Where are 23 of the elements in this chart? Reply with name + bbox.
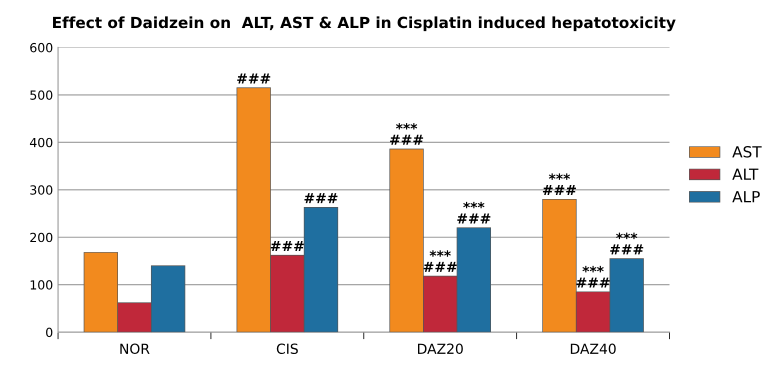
y-tick-label: 300 xyxy=(30,185,52,195)
data-label: ### xyxy=(304,193,338,204)
y-tick-label: 500 xyxy=(30,90,52,100)
data-label: *** ### xyxy=(390,123,424,145)
legend-label: ALP xyxy=(732,191,760,202)
data-label: ### xyxy=(237,74,270,84)
x-tick-label: DAZ20 xyxy=(418,344,463,354)
data-label: *** ### xyxy=(542,173,576,196)
data-label: *** ### xyxy=(610,232,644,254)
legend-label: AST xyxy=(732,146,762,158)
data-label: ### xyxy=(270,241,304,252)
legend-label: ALT xyxy=(732,168,758,180)
x-tick-label: NOR xyxy=(120,344,150,354)
data-label: *** ### xyxy=(424,250,457,272)
y-tick-label: 600 xyxy=(30,42,52,52)
y-tick-label: 0 xyxy=(46,328,52,338)
y-tick-label: 200 xyxy=(30,232,52,242)
chart-title: Effect of Daidzein on ALT, AST & ALP in Cisplatin induced hepatotoxicity xyxy=(53,16,676,32)
y-tick-label: 100 xyxy=(30,280,52,290)
x-tick-label: DAZ40 xyxy=(570,344,616,354)
x-tick-label: CIS xyxy=(276,344,298,354)
data-label: *** ### xyxy=(457,202,490,224)
y-tick-label: 400 xyxy=(30,138,52,148)
